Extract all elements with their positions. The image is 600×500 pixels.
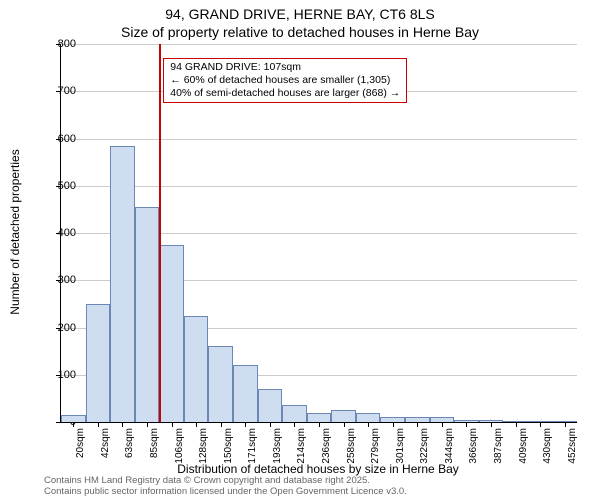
x-tick-label: 20sqm <box>75 428 86 478</box>
x-tick-mark <box>319 422 320 427</box>
annotation-line-3: 40% of semi-detached houses are larger (… <box>170 87 400 100</box>
x-tick-label: 452sqm <box>567 428 578 478</box>
x-tick-label: 236sqm <box>321 428 332 478</box>
x-tick-label: 85sqm <box>149 428 160 478</box>
histogram-bar <box>331 410 356 422</box>
annotation-line-2: ← 60% of detached houses are smaller (1,… <box>170 74 400 87</box>
x-tick-mark <box>221 422 222 427</box>
x-tick-label: 322sqm <box>419 428 430 478</box>
histogram-bar <box>110 146 135 422</box>
x-tick-mark <box>172 422 173 427</box>
x-tick-mark <box>294 422 295 427</box>
x-tick-mark <box>147 422 148 427</box>
histogram-bar <box>430 417 455 422</box>
x-tick-mark <box>196 422 197 427</box>
x-tick-label: 171sqm <box>247 428 258 478</box>
x-tick-mark <box>540 422 541 427</box>
histogram-bar <box>307 413 332 422</box>
x-tick-label: 214sqm <box>296 428 307 478</box>
histogram-bar <box>552 421 577 422</box>
x-tick-mark <box>491 422 492 427</box>
x-tick-label: 409sqm <box>518 428 529 478</box>
x-tick-mark <box>516 422 517 427</box>
histogram-bar <box>356 413 381 422</box>
histogram-bar <box>208 346 233 422</box>
x-tick-label: 63sqm <box>124 428 135 478</box>
x-tick-label: 42sqm <box>100 428 111 478</box>
footer-attribution: Contains HM Land Registry data © Crown c… <box>44 476 407 498</box>
x-tick-label: 301sqm <box>395 428 406 478</box>
histogram-bar <box>380 417 405 422</box>
x-tick-mark <box>417 422 418 427</box>
x-tick-mark <box>442 422 443 427</box>
x-tick-label: 128sqm <box>198 428 209 478</box>
histogram-bar <box>61 415 86 422</box>
x-tick-mark <box>368 422 369 427</box>
chart-title: 94, GRAND DRIVE, HERNE BAY, CT6 8LS Size… <box>0 0 600 41</box>
x-tick-mark <box>245 422 246 427</box>
x-tick-mark <box>393 422 394 427</box>
histogram-bar <box>233 365 258 422</box>
marker-line <box>159 44 161 422</box>
y-axis-label: Number of detached properties <box>8 149 22 314</box>
chart-container: 94, GRAND DRIVE, HERNE BAY, CT6 8LS Size… <box>0 0 600 500</box>
histogram-bar <box>159 245 184 422</box>
x-tick-mark <box>122 422 123 427</box>
footer-line-2: Contains public sector information licen… <box>44 487 407 498</box>
histogram-bar <box>135 207 160 422</box>
x-tick-label: 430sqm <box>542 428 553 478</box>
x-tick-mark <box>98 422 99 427</box>
histogram-bar <box>528 421 553 422</box>
histogram-bar <box>184 316 209 422</box>
histogram-bar <box>258 389 283 422</box>
x-tick-mark <box>565 422 566 427</box>
x-tick-label: 366sqm <box>468 428 479 478</box>
x-tick-mark <box>270 422 271 427</box>
plot-area: 94 GRAND DRIVE: 107sqm ← 60% of detached… <box>60 44 577 423</box>
x-tick-mark <box>344 422 345 427</box>
histogram-bar <box>282 405 307 422</box>
annotation-line-1: 94 GRAND DRIVE: 107sqm <box>170 61 400 74</box>
histogram-bar <box>86 304 111 422</box>
x-tick-label: 193sqm <box>272 428 283 478</box>
x-tick-label: 258sqm <box>346 428 357 478</box>
histogram-bar <box>405 417 430 422</box>
histogram-bar <box>503 421 528 422</box>
x-tick-label: 150sqm <box>223 428 234 478</box>
x-tick-label: 344sqm <box>444 428 455 478</box>
x-tick-label: 106sqm <box>174 428 185 478</box>
histogram-bar <box>479 420 504 422</box>
title-line-1: 94, GRAND DRIVE, HERNE BAY, CT6 8LS <box>0 6 600 24</box>
x-tick-mark <box>466 422 467 427</box>
x-tick-label: 387sqm <box>493 428 504 478</box>
title-line-2: Size of property relative to detached ho… <box>0 24 600 42</box>
x-tick-label: 279sqm <box>370 428 381 478</box>
histogram-bar <box>454 420 479 422</box>
annotation-box: 94 GRAND DRIVE: 107sqm ← 60% of detached… <box>163 58 407 103</box>
